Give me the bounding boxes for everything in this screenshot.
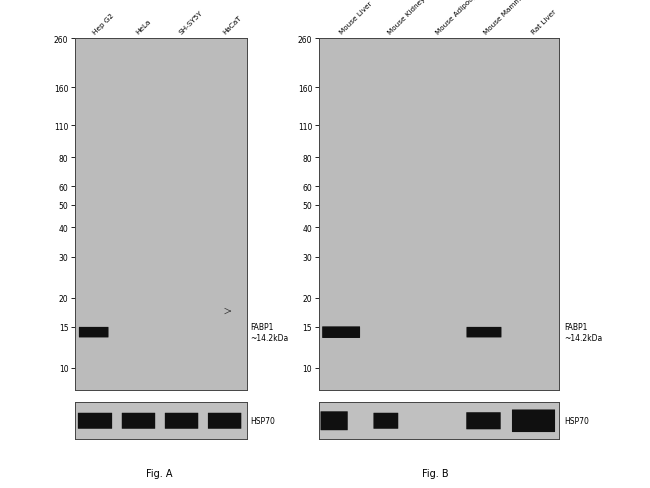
FancyBboxPatch shape [320, 411, 348, 430]
FancyBboxPatch shape [466, 412, 500, 429]
Text: FABP1
~14.2kDa: FABP1 ~14.2kDa [250, 323, 289, 343]
FancyBboxPatch shape [208, 413, 241, 429]
Text: HaCaT: HaCaT [221, 15, 242, 36]
Text: Mouse Liver: Mouse Liver [338, 0, 373, 36]
Text: SH-SY5Y: SH-SY5Y [178, 10, 204, 36]
FancyBboxPatch shape [122, 413, 155, 429]
Text: Fig. B: Fig. B [422, 468, 448, 478]
Text: HSP70: HSP70 [250, 416, 276, 426]
Text: Mouse Mammary gland: Mouse Mammary gland [482, 0, 547, 36]
Text: Mouse Kidney: Mouse Kidney [386, 0, 426, 36]
Text: HSP70: HSP70 [564, 416, 589, 426]
Text: HeLa: HeLa [135, 19, 152, 36]
Text: Rat Liver: Rat Liver [530, 9, 558, 36]
Text: Fig. A: Fig. A [146, 468, 172, 478]
FancyBboxPatch shape [322, 326, 360, 338]
FancyBboxPatch shape [467, 327, 501, 338]
FancyBboxPatch shape [165, 413, 198, 429]
FancyBboxPatch shape [512, 409, 555, 432]
FancyBboxPatch shape [374, 413, 398, 429]
Text: FABP1
~14.2kDa: FABP1 ~14.2kDa [564, 323, 602, 343]
FancyBboxPatch shape [79, 327, 109, 338]
FancyBboxPatch shape [78, 413, 112, 429]
Text: Mouse Adipocyte: Mouse Adipocyte [434, 0, 482, 36]
Text: Hep G2: Hep G2 [92, 12, 116, 36]
